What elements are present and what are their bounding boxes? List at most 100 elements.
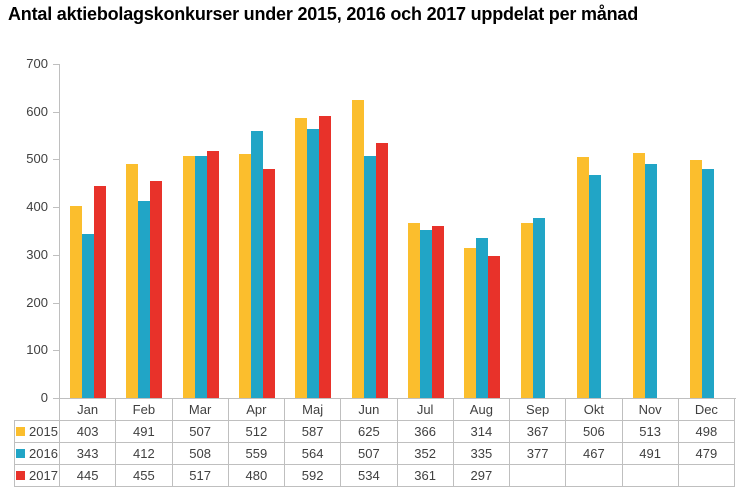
month-header-feb: Feb [115, 398, 173, 421]
bar-group-nov [623, 64, 679, 398]
legend-cell-2015: 2015 [14, 420, 60, 443]
bar-2016-mar [194, 156, 207, 398]
bar-group-feb [116, 64, 172, 398]
month-header-dec: Dec [677, 398, 736, 421]
bar-group-jun [342, 64, 398, 398]
value-2017-jul: 361 [396, 464, 454, 487]
bar-group-dec [680, 64, 736, 398]
month-header-nov: Nov [621, 398, 679, 421]
value-2016-aug: 335 [452, 442, 511, 465]
bar-2015-jan [70, 206, 83, 398]
value-2017-okt [565, 464, 623, 487]
plot-area: 0 100 200 300 400 500 600 700 [26, 56, 736, 405]
bar-group-mar [173, 64, 229, 398]
bar-2017-feb [150, 181, 163, 398]
bar-2016-jul [420, 230, 433, 398]
bar-2015-mar [182, 156, 195, 398]
bar-2016-nov [645, 164, 658, 398]
value-2016-okt: 467 [565, 442, 623, 465]
value-2015-dec: 498 [677, 420, 736, 443]
bar-2015-maj [295, 118, 308, 398]
legend-swatch-icon [16, 471, 26, 480]
bar-2016-jan [82, 234, 95, 398]
value-2015-sep: 367 [508, 420, 567, 443]
value-2015-aug: 314 [452, 420, 511, 443]
month-header-sep: Sep [508, 398, 567, 421]
bar-group-aug [454, 64, 510, 398]
value-2016-maj: 564 [283, 442, 342, 465]
bar-group-jul [398, 64, 454, 398]
value-2017-maj: 592 [283, 464, 342, 487]
bar-2016-apr [251, 131, 264, 398]
bar-group-jan [60, 64, 116, 398]
y-axis-label-200: 200 [26, 294, 48, 310]
bar-2016-dec [701, 169, 714, 398]
value-2016-feb: 412 [115, 442, 173, 465]
y-axis-label-500: 500 [26, 151, 48, 167]
month-header-mar: Mar [171, 398, 229, 421]
value-2017-sep [508, 464, 567, 487]
bar-2017-mar [206, 151, 219, 398]
bar-2015-sep [520, 223, 533, 398]
value-2016-jun: 507 [340, 442, 398, 465]
y-axis-tick-400 [53, 207, 59, 209]
legend-swatch-icon [16, 427, 26, 436]
value-2016-jul: 352 [396, 442, 454, 465]
bar-2016-maj [307, 129, 320, 398]
bar-2016-sep [532, 218, 545, 398]
bar-2016-aug [476, 238, 489, 398]
value-2017-feb: 455 [115, 464, 173, 487]
y-axis-label-400: 400 [26, 199, 48, 215]
bar-2016-okt [589, 175, 602, 398]
month-header-jun: Jun [340, 398, 398, 421]
month-header-okt: Okt [565, 398, 623, 421]
bar-2015-aug [464, 248, 477, 398]
month-header-jan: Jan [58, 398, 117, 421]
value-2017-aug: 297 [452, 464, 511, 487]
legend-swatch-icon [16, 449, 26, 458]
y-axis-tick-200 [53, 302, 59, 304]
bar-2015-okt [577, 157, 590, 398]
value-2015-maj: 587 [283, 420, 342, 443]
bar-2017-jul [432, 226, 445, 398]
value-2017-dec [677, 464, 736, 487]
value-2016-mar: 508 [171, 442, 229, 465]
bar-2015-dec [689, 160, 702, 398]
y-axis-tick-100 [53, 350, 59, 352]
data-table: Jan Feb Mar Apr Maj Jun Jul Aug Sep Okt Nov Dec 2015… [14, 398, 736, 487]
table-row-2017: 2017 445 455 517 480 592 534 361 297 [14, 464, 736, 487]
legend-label-2015: 2015 [29, 424, 58, 439]
y-axis-tick-0 [53, 398, 59, 399]
value-2015-jun: 625 [340, 420, 398, 443]
bar-2017-jun [375, 143, 388, 398]
bar-2017-aug [488, 256, 501, 398]
y-axis-tick-600 [53, 111, 59, 113]
value-2015-jul: 366 [396, 420, 454, 443]
month-header-aug: Aug [452, 398, 511, 421]
month-header-jul: Jul [396, 398, 454, 421]
value-2017-nov [621, 464, 679, 487]
value-2017-apr: 480 [227, 464, 286, 487]
bar-2015-nov [633, 153, 646, 398]
bar-group-maj [285, 64, 341, 398]
y-axis-label-700: 700 [26, 56, 48, 71]
y-axis-label-300: 300 [26, 246, 48, 262]
bar-2015-feb [126, 164, 139, 398]
value-2017-jun: 534 [340, 464, 398, 487]
legend-cell-2016: 2016 [14, 442, 60, 465]
value-2016-jan: 343 [58, 442, 117, 465]
chart-title: Antal aktiebolagskonkurser under 2015, 2… [8, 4, 639, 24]
month-header-maj: Maj [283, 398, 342, 421]
table-row-2015: 2015 403 491 507 512 587 625 366 314 367 506 513 498 [14, 420, 736, 443]
y-axis-label-600: 600 [26, 103, 48, 119]
legend-entry-2016: 2016 [16, 446, 59, 461]
value-2015-jan: 403 [58, 420, 117, 443]
bar-group-okt [567, 64, 623, 398]
value-2017-jan: 445 [58, 464, 117, 487]
value-2015-mar: 507 [171, 420, 229, 443]
bar-2015-jul [408, 223, 421, 398]
y-axis-label-100: 100 [26, 342, 48, 358]
bar-2017-apr [263, 169, 276, 398]
bar-group-sep [511, 64, 567, 398]
